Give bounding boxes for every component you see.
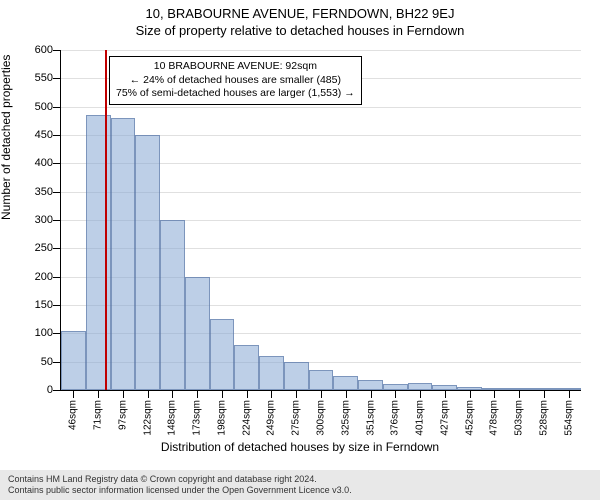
page-title: 10, BRABOURNE AVENUE, FERNDOWN, BH22 9EJ (0, 0, 600, 21)
x-tick (98, 390, 99, 398)
y-tick-label: 200 (3, 271, 53, 283)
x-tick (73, 390, 74, 398)
y-tick (53, 50, 61, 51)
histogram-bar (309, 370, 334, 390)
y-tick-label: 0 (3, 384, 53, 396)
histogram-bar (259, 356, 284, 390)
y-tick-label: 50 (3, 356, 53, 368)
x-tick-label: 554sqm (563, 400, 574, 436)
chart-container: 10, BRABOURNE AVENUE, FERNDOWN, BH22 9EJ… (0, 0, 600, 500)
histogram-bar (160, 220, 185, 390)
x-tick (296, 390, 297, 398)
y-tick (53, 390, 61, 391)
y-tick (53, 192, 61, 193)
y-tick (53, 333, 61, 334)
histogram-bar (61, 331, 86, 391)
x-tick-label: 122sqm (142, 400, 153, 436)
y-tick (53, 362, 61, 363)
x-tick (470, 390, 471, 398)
x-tick (445, 390, 446, 398)
x-tick (247, 390, 248, 398)
x-tick (172, 390, 173, 398)
x-tick-label: 325sqm (340, 400, 351, 436)
x-tick (123, 390, 124, 398)
y-tick (53, 220, 61, 221)
x-tick-label: 249sqm (266, 400, 277, 436)
y-tick-label: 500 (3, 101, 53, 113)
x-tick-label: 427sqm (439, 400, 450, 436)
x-tick-label: 275sqm (291, 400, 302, 436)
y-tick (53, 107, 61, 108)
x-tick-label: 224sqm (241, 400, 252, 436)
histogram-bar (333, 376, 358, 390)
footer-line1: Contains HM Land Registry data © Crown c… (8, 474, 592, 485)
x-tick-label: 478sqm (489, 400, 500, 436)
plot-area: 05010015020025030035040045050055060046sq… (60, 50, 581, 391)
x-tick-label: 351sqm (365, 400, 376, 436)
histogram-bar (185, 277, 210, 390)
x-tick-label: 528sqm (538, 400, 549, 436)
y-tick (53, 78, 61, 79)
x-tick-label: 173sqm (192, 400, 203, 436)
x-tick-label: 300sqm (316, 400, 327, 436)
vertical-marker (105, 50, 107, 390)
x-tick (321, 390, 322, 398)
x-tick-label: 97sqm (117, 400, 128, 430)
y-tick (53, 248, 61, 249)
y-tick-label: 600 (3, 44, 53, 56)
x-tick (544, 390, 545, 398)
page-subtitle: Size of property relative to detached ho… (0, 21, 600, 38)
annotation-line: 10 BRABOURNE AVENUE: 92sqm (116, 60, 355, 74)
y-tick (53, 163, 61, 164)
x-tick-label: 452sqm (464, 400, 475, 436)
y-tick-label: 550 (3, 72, 53, 84)
x-tick (148, 390, 149, 398)
histogram-bar (135, 135, 160, 390)
histogram-bar (234, 345, 259, 390)
y-tick-label: 350 (3, 186, 53, 198)
y-tick-label: 450 (3, 129, 53, 141)
x-tick (346, 390, 347, 398)
annotation-line: 75% of semi-detached houses are larger (… (116, 87, 355, 101)
x-tick-label: 148sqm (167, 400, 178, 436)
y-tick-label: 150 (3, 299, 53, 311)
x-tick-label: 46sqm (68, 400, 79, 430)
x-tick-label: 401sqm (415, 400, 426, 436)
x-tick-label: 376sqm (390, 400, 401, 436)
histogram-bar (210, 319, 235, 390)
x-tick (197, 390, 198, 398)
y-tick-label: 100 (3, 327, 53, 339)
x-tick (395, 390, 396, 398)
footer: Contains HM Land Registry data © Crown c… (0, 470, 600, 500)
x-tick-label: 71sqm (93, 400, 104, 430)
gridline (61, 50, 581, 51)
histogram-bar (284, 362, 309, 390)
x-tick (420, 390, 421, 398)
x-tick-label: 503sqm (514, 400, 525, 436)
x-tick (569, 390, 570, 398)
y-tick (53, 277, 61, 278)
x-tick (519, 390, 520, 398)
y-tick-label: 400 (3, 157, 53, 169)
y-tick-label: 300 (3, 214, 53, 226)
footer-line2: Contains public sector information licen… (8, 485, 592, 496)
histogram-bar (358, 380, 383, 390)
x-tick (222, 390, 223, 398)
y-tick (53, 305, 61, 306)
x-tick (371, 390, 372, 398)
histogram-bar (408, 383, 433, 390)
annotation-line: ← 24% of detached houses are smaller (48… (116, 74, 355, 88)
x-tick (271, 390, 272, 398)
gridline (61, 107, 581, 108)
x-tick-label: 198sqm (216, 400, 227, 436)
histogram-bar (111, 118, 136, 390)
annotation-box: 10 BRABOURNE AVENUE: 92sqm← 24% of detac… (109, 56, 362, 105)
y-tick (53, 135, 61, 136)
x-axis-title: Distribution of detached houses by size … (0, 440, 600, 454)
y-tick-label: 250 (3, 242, 53, 254)
x-tick (494, 390, 495, 398)
